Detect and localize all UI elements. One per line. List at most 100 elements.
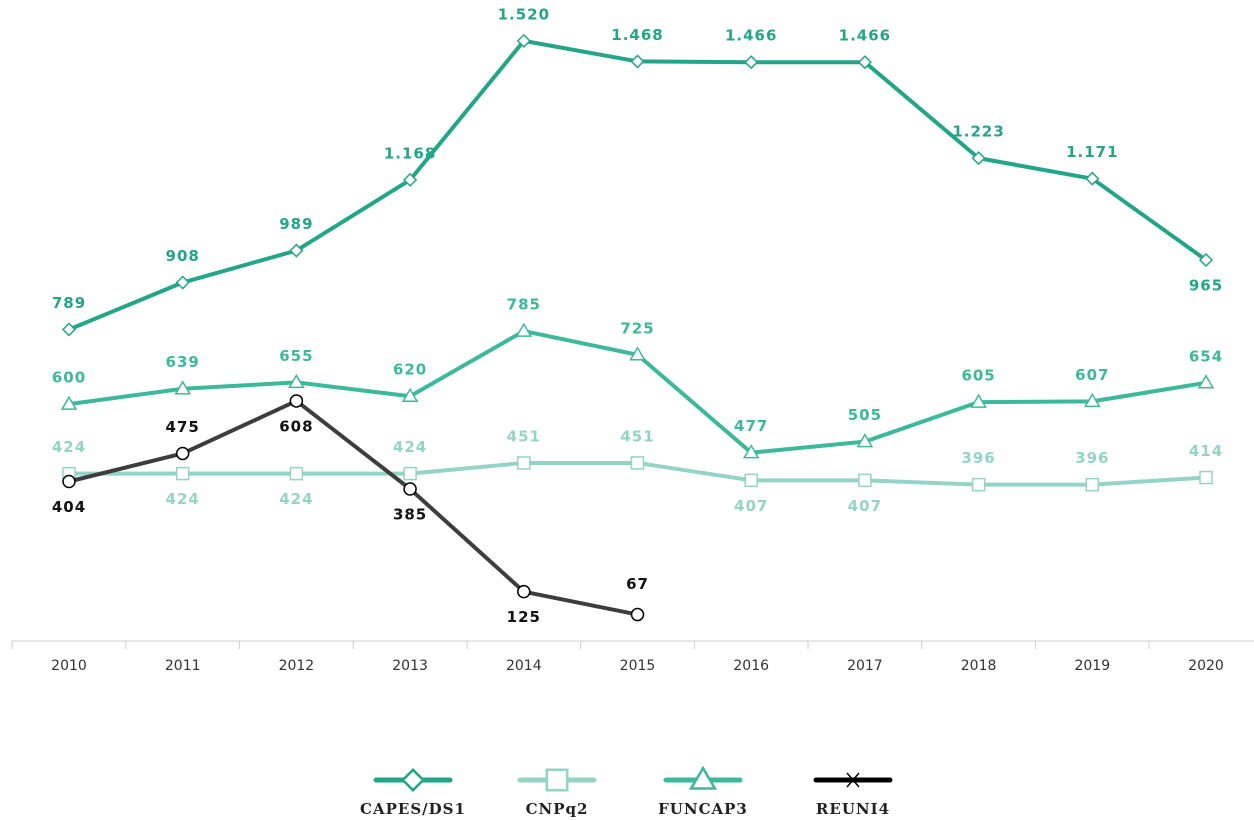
point <box>403 466 417 481</box>
data-label: 1.468 <box>611 26 663 44</box>
series-line <box>68 398 638 617</box>
data-label: 620 <box>393 361 427 379</box>
data-label: 67 <box>626 575 649 593</box>
x-tick-label: 2010 <box>51 658 87 674</box>
data-label: 424 <box>52 438 86 456</box>
data-label: 125 <box>507 608 541 626</box>
x-tick-label: 2014 <box>506 658 542 674</box>
data-label: 385 <box>393 506 427 524</box>
legend-label: FUNCAP3 <box>658 800 748 818</box>
point <box>61 322 77 337</box>
data-label: 396 <box>961 449 995 467</box>
series: 404 475 608 385 125 67 <box>52 394 649 626</box>
data-label: 407 <box>734 497 768 515</box>
legend-label: CNPq2 <box>526 800 589 818</box>
series: 424 424 424 424 451 451 407 407 396 396 414 <box>52 427 1223 515</box>
data-label: 407 <box>848 497 882 515</box>
point <box>403 172 418 187</box>
series: 600 639 655 620 785 725 477 505 605 607 654 <box>52 296 1223 459</box>
point <box>1083 392 1101 408</box>
legend-marker <box>845 772 861 788</box>
data-label: 1.466 <box>725 27 777 45</box>
data-label: 396 <box>1075 449 1109 467</box>
data-label: 605 <box>961 367 995 385</box>
data-label: 414 <box>1189 442 1223 460</box>
point <box>403 482 417 496</box>
x-tick-label: 2015 <box>620 658 656 674</box>
legend-item: CNPq2 <box>517 768 597 818</box>
data-label: 654 <box>1189 347 1223 365</box>
data-label: 424 <box>393 438 427 456</box>
data-label: 965 <box>1189 277 1223 295</box>
x-tick-label: 2016 <box>733 658 769 674</box>
point <box>630 456 645 470</box>
x-tick-label: 2011 <box>165 658 201 674</box>
legend-item: REUNI4 <box>813 772 893 818</box>
point <box>857 55 872 70</box>
x-tick-label: 2018 <box>961 658 997 674</box>
point <box>515 322 533 337</box>
data-label: 725 <box>620 319 654 337</box>
data-label: 1.466 <box>839 27 891 45</box>
point <box>289 243 304 258</box>
point <box>517 456 531 470</box>
data-label: 1.171 <box>1066 143 1118 161</box>
data-label: 1.520 <box>498 5 550 23</box>
data-label: 505 <box>848 406 882 424</box>
point <box>971 477 986 492</box>
point <box>970 393 987 408</box>
point <box>744 55 759 70</box>
data-label: 451 <box>507 427 541 445</box>
point <box>630 607 645 622</box>
point <box>744 473 758 488</box>
data-label: 989 <box>279 215 313 233</box>
point <box>1085 171 1100 186</box>
data-label: 404 <box>52 498 86 516</box>
data-label: 451 <box>620 427 654 445</box>
data-label: 789 <box>52 294 86 312</box>
legend-item: CAPES/DS1 <box>360 767 466 818</box>
point <box>174 380 192 395</box>
data-label: 608 <box>279 417 313 435</box>
data-label: 607 <box>1075 366 1109 384</box>
point <box>858 473 872 488</box>
data-label: 424 <box>279 490 313 508</box>
data-label: 600 <box>52 369 86 387</box>
point <box>175 466 190 481</box>
x-tick-label: 2019 <box>1074 658 1110 674</box>
x-tick-label: 2012 <box>279 658 315 674</box>
point <box>516 33 531 48</box>
point <box>288 373 305 389</box>
data-label: 639 <box>166 353 200 371</box>
legend-item: FUNCAP3 <box>658 765 748 818</box>
point <box>175 446 190 461</box>
point <box>62 474 76 489</box>
point <box>742 444 760 459</box>
point <box>971 151 986 166</box>
point <box>517 584 531 599</box>
data-label: 1.223 <box>952 123 1004 141</box>
series: 789 908 989 1.168 1.520 1.468 1.466 1.466 1.223 1… <box>52 5 1223 337</box>
data-label: 1.168 <box>384 144 436 162</box>
legend-marker <box>545 768 569 792</box>
x-tick-label: 2017 <box>847 658 883 674</box>
series-line <box>68 38 1208 332</box>
x-tick-label: 2013 <box>392 658 428 674</box>
legend-marker <box>400 767 426 793</box>
legend-label: REUNI4 <box>816 800 890 818</box>
legend-marker <box>688 765 718 790</box>
point <box>629 346 646 361</box>
x-tick-label: 2020 <box>1188 658 1224 674</box>
data-label: 785 <box>507 296 541 314</box>
data-label: 908 <box>166 247 200 265</box>
point <box>1198 252 1214 268</box>
legend-label: CAPES/DS1 <box>360 800 466 818</box>
point <box>289 394 304 408</box>
data-label: 424 <box>166 490 200 508</box>
point <box>289 466 304 481</box>
point <box>630 54 645 69</box>
point <box>856 433 874 448</box>
point <box>401 387 419 402</box>
point <box>1197 374 1215 389</box>
